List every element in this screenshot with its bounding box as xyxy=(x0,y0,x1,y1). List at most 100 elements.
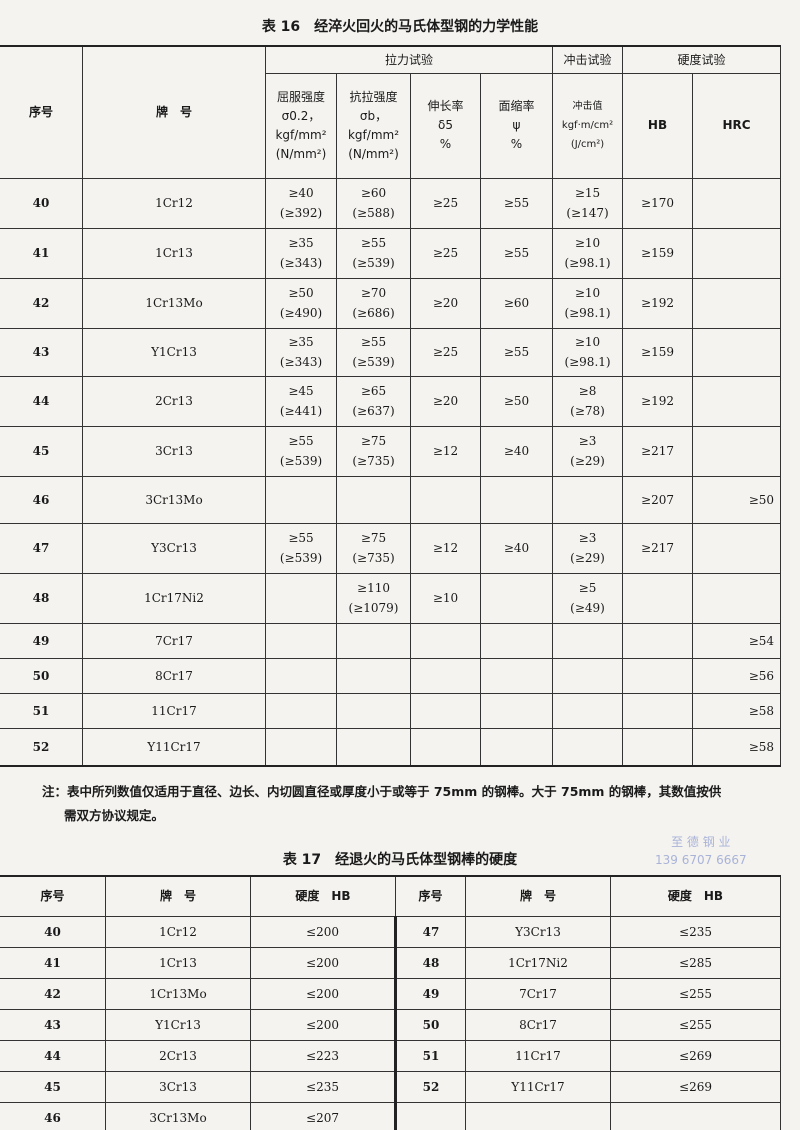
value: ≥8 xyxy=(578,384,597,398)
cell-no: 45 xyxy=(0,1070,106,1103)
value-si: (≥539) xyxy=(352,355,395,369)
cell-hb: ≤200 xyxy=(250,1008,396,1041)
value: ≥40 xyxy=(288,186,314,200)
header-1: 牌 号 xyxy=(105,875,251,917)
table16: 序号 牌 号 拉力试验 冲击试验 硬度试验 屈服强度 σ0.2， kgf/mm² (N… xyxy=(0,45,782,767)
cell-yield xyxy=(265,657,337,694)
value: ≥65 xyxy=(360,384,387,398)
table-row: 45 3Cr13 ≤235 52 Y11Cr17 ≤269 xyxy=(0,1070,781,1103)
table-row: 51 11Cr17 ≥58 xyxy=(0,692,782,729)
cell-elongation xyxy=(410,475,481,524)
cell-elongation xyxy=(410,727,481,767)
value: ≥3 xyxy=(578,531,597,545)
value: ≥5 xyxy=(578,581,597,595)
cell-impact: ≥3 (≥29) xyxy=(552,522,624,574)
header-line: σb， xyxy=(359,108,388,123)
cell-tensile: ≥75 (≥735) xyxy=(336,425,411,477)
table16-title: 表 16 经淬火回火的马氏体型钢的力学性能 xyxy=(261,19,539,35)
value-si: (≥147) xyxy=(566,206,609,220)
cell-reduction xyxy=(479,572,554,624)
watermark-line-1: 至 德 钢 业 xyxy=(671,835,731,849)
header-line: ψ xyxy=(512,118,521,132)
header-line: (J/cm²) xyxy=(570,139,605,150)
cell-no xyxy=(394,1101,466,1130)
cell-grade: 8Cr17 xyxy=(82,657,266,694)
cell-grade: 1Cr12 xyxy=(105,915,251,948)
cell-hb: ≤235 xyxy=(610,915,781,948)
value-si: (≥441) xyxy=(279,404,323,418)
value: ≥55 xyxy=(288,434,314,448)
cell-no: 41 xyxy=(0,946,106,979)
header-line: kgf/mm² xyxy=(275,127,327,142)
value-si: (≥490) xyxy=(279,306,323,320)
table-row: 52 Y11Cr17 ≥58 xyxy=(0,727,782,767)
cell-elongation: ≥10 xyxy=(410,572,481,624)
value-si: (≥539) xyxy=(352,256,395,270)
cell-hrc: ≥58 xyxy=(692,727,782,767)
header-tensile: 抗拉强度 σb， kgf/mm² (N/mm²) xyxy=(336,72,411,179)
cell-hb: ≥170 xyxy=(622,177,694,229)
cell-no: 47 xyxy=(0,522,83,574)
table-row: 42 1Cr13Mo ≤200 49 7Cr17 ≤255 xyxy=(0,977,781,1010)
cell-reduction: ≥55 xyxy=(479,327,554,377)
header-line: 冲击值 xyxy=(572,101,603,112)
cell-hb xyxy=(622,692,694,729)
value: ≥55 xyxy=(360,236,387,250)
cell-grade: Y3Cr13 xyxy=(82,522,266,574)
value: ≥55 xyxy=(288,531,314,545)
value: ≥55 xyxy=(360,335,387,349)
cell-elongation: ≥12 xyxy=(410,425,481,477)
cell-impact xyxy=(552,475,624,524)
cell-elongation: ≥25 xyxy=(410,227,481,279)
cell-impact: ≥8 (≥78) xyxy=(552,375,624,427)
cell-reduction xyxy=(479,622,554,659)
cell-elongation: ≥20 xyxy=(410,277,481,329)
cell-hb: ≤255 xyxy=(610,977,781,1010)
table-row: 41 1Cr13 ≤200 48 1Cr17Ni2 ≤285 xyxy=(0,946,781,979)
cell-hb: ≥192 xyxy=(622,277,694,329)
cell-elongation: ≥25 xyxy=(410,177,481,229)
table-row: 50 8Cr17 ≥56 xyxy=(0,657,782,694)
cell-grade: Y1Cr13 xyxy=(82,327,266,377)
header-grade: 牌 号 xyxy=(82,45,266,179)
cell-hrc: ≥54 xyxy=(692,622,782,659)
cell-hrc: ≥56 xyxy=(692,657,782,694)
cell-hb: ≥207 xyxy=(622,475,694,524)
cell-grade: 11Cr17 xyxy=(82,692,266,729)
cell-tensile xyxy=(336,692,411,729)
cell-impact xyxy=(552,622,624,659)
header-no: 序号 xyxy=(0,45,83,179)
cell-grade: 1Cr17Ni2 xyxy=(465,946,611,979)
cell-hb: ≤235 xyxy=(250,1070,396,1103)
cell-hb xyxy=(622,657,694,694)
value-si: (≥735) xyxy=(352,551,395,565)
table-row: 45 3Cr13 ≥55 (≥539) ≥75 (≥735) ≥12 ≥40 ≥3 (≥29) ≥2… xyxy=(0,425,782,477)
cell-no: 47 xyxy=(394,915,466,948)
cell-hb: ≥217 xyxy=(622,425,694,477)
table-row: 43 Y1Cr13 ≥35 (≥343) ≥55 (≥539) ≥25 ≥55 ≥10 (≥98.… xyxy=(0,327,782,377)
cell-grade: 7Cr17 xyxy=(465,977,611,1010)
cell-yield: ≥55 (≥539) xyxy=(265,425,337,477)
value-si: (≥343) xyxy=(279,256,323,270)
cell-hb: ≤285 xyxy=(610,946,781,979)
cell-grade: 2Cr13 xyxy=(105,1039,251,1072)
header-3: 序号 xyxy=(395,875,466,917)
cell-yield: ≥35 (≥343) xyxy=(265,327,337,377)
cell-no: 42 xyxy=(0,277,83,329)
cell-grade: 8Cr17 xyxy=(465,1008,611,1041)
cell-no: 40 xyxy=(0,915,106,948)
header-line: kgf/mm² xyxy=(347,127,400,142)
cell-no: 52 xyxy=(394,1070,466,1103)
cell-no: 40 xyxy=(0,177,83,229)
header-hrc: HRC xyxy=(692,72,782,179)
cell-grade: 1Cr13Mo xyxy=(82,277,266,329)
header-line: σ0.2， xyxy=(281,108,321,123)
cell-hrc xyxy=(692,522,782,574)
cell-no: 41 xyxy=(0,227,83,279)
cell-hb: ≥192 xyxy=(622,375,694,427)
cell-no: 49 xyxy=(0,622,83,659)
header-line: (N/mm²) xyxy=(275,146,327,161)
cell-hb: ≤207 xyxy=(250,1101,396,1130)
note-line-1: 注：表中所列数值仅适用于直径、边长、内切圆直径或厚度小于或等于 75mm 的钢棒… xyxy=(42,784,722,799)
value: ≥60 xyxy=(360,186,387,200)
